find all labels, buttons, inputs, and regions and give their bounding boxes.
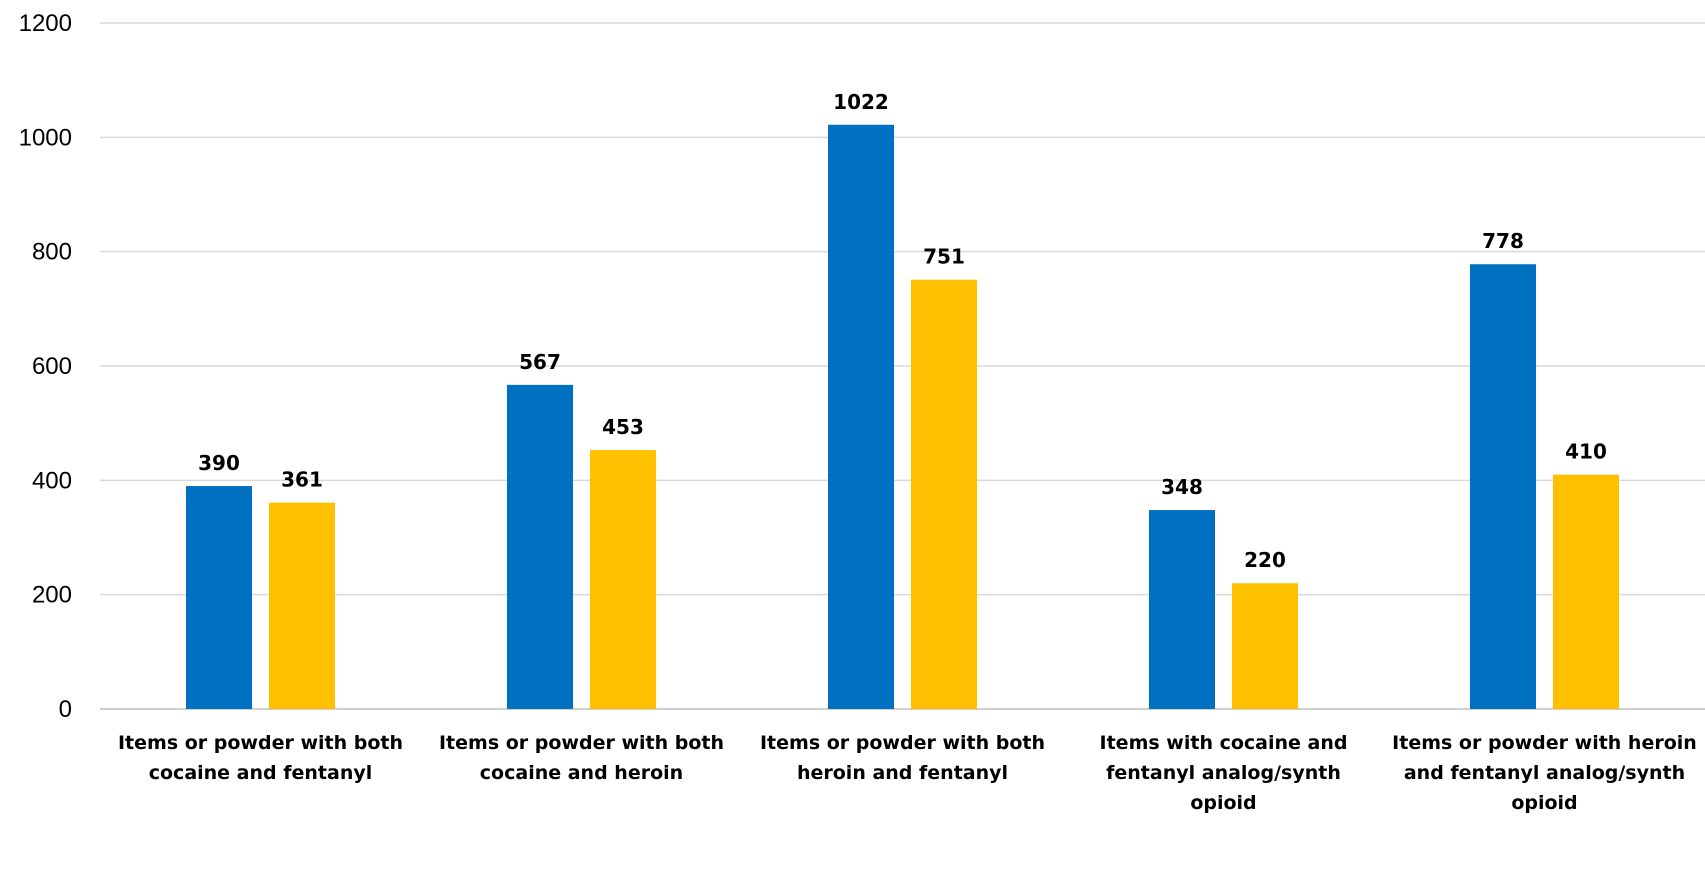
y-tick-label: 200 [32,582,72,609]
bar [1149,510,1215,709]
category-label-line: fentanyl analog/synth [1106,762,1341,784]
data-label: 410 [1565,440,1607,464]
category-label-line: Items or powder with heroin [1392,732,1697,754]
y-tick-label: 600 [32,353,72,380]
category-label: Items or powder with both cocaine and fen… [118,732,403,784]
data-labels: 390 361 567 453 1022 751 348 220 778 410 [198,90,1607,572]
bar [1553,474,1619,709]
category-label-line: opioid [1190,792,1256,814]
category-label-line: Items with cocaine and [1100,732,1348,754]
bar [911,279,977,709]
category-label-line: and fentanyl analog/synth [1404,762,1685,784]
data-label: 390 [198,451,240,475]
gridlines [100,22,1705,710]
data-label: 220 [1244,548,1286,572]
bar [186,486,252,709]
category-label-line: cocaine and heroin [480,762,683,784]
bar [590,450,656,709]
data-label: 453 [602,415,644,439]
y-tick-label: 400 [32,467,72,494]
data-label: 361 [281,468,323,492]
data-label: 567 [519,350,561,374]
y-axis-tick-labels: 0 200 400 600 800 1000 1200 [19,10,72,723]
bar [507,384,573,709]
category-label: Items or powder with both cocaine and her… [439,732,724,784]
data-label: 348 [1161,475,1203,499]
y-tick-label: 800 [32,239,72,266]
y-tick-label: 1200 [19,10,72,37]
bar [828,124,894,710]
bar [1470,264,1536,709]
data-label: 751 [923,245,965,269]
category-label-line: Items or powder with both [439,732,724,754]
category-label: Items or powder with heroin and fentanyl … [1392,732,1697,814]
category-label: Items or powder with both heroin and fent… [760,732,1045,784]
data-label: 1022 [833,90,889,114]
category-label-line: opioid [1511,792,1577,814]
bar [269,502,335,709]
bars [186,124,1619,710]
data-label: 778 [1482,229,1524,253]
bar [1232,583,1298,709]
category-label-line: heroin and fentanyl [797,762,1008,784]
category-label: Items with cocaine and fentanyl analog/sy… [1100,732,1348,814]
y-tick-label: 0 [59,696,72,723]
category-label-line: Items or powder with both [760,732,1045,754]
category-labels: Items or powder with both cocaine and fen… [118,732,1697,814]
category-label-line: Items or powder with both [118,732,403,754]
y-tick-label: 1000 [19,124,72,151]
category-label-line: cocaine and fentanyl [149,762,373,784]
